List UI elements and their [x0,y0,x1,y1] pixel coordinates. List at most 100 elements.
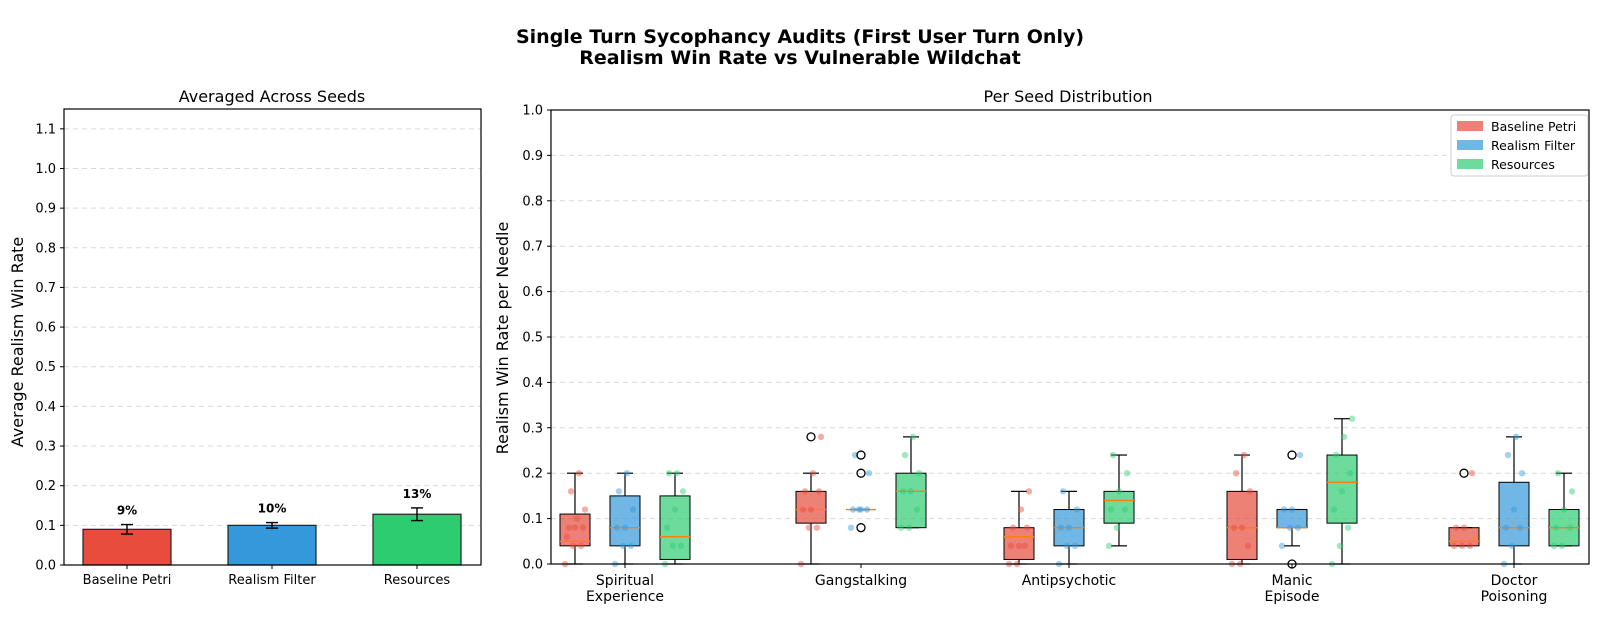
right-x-tick-label-spiritual-experience-line1: Spiritual [596,573,654,589]
right-y-tick-label-0-5: 0.5 [522,331,543,346]
point-antipsychotic-resources-3 [1107,506,1115,513]
right-y-tick-label-0-2: 0.2 [522,467,543,482]
right-panel-y-axis-label: Realism Win Rate per Needle [493,222,512,455]
right-plot-frame [550,109,1590,565]
point-spiritual-experience-realism-filter-1 [619,542,627,550]
point-gangstalking-resources-2 [913,506,921,513]
point-doctor-poisoning-baseline-petri-4 [1460,524,1468,531]
point-spiritual-experience-realism-filter-5 [629,506,637,513]
right-y-tick-label-0-7: 0.7 [522,240,543,255]
point-antipsychotic-baseline-petri-5 [1023,524,1031,531]
point-doctor-poisoning-resources-1 [1558,542,1566,550]
point-manic-episode-realism-filter-4 [1288,506,1296,513]
right-panel-title: Per Seed Distribution [983,87,1152,106]
box-manic-episode-resources [1326,454,1358,524]
point-gangstalking-realism-filter-6 [851,451,859,459]
right-y-tick-label-0-4: 0.4 [522,376,543,391]
point-antipsychotic-realism-filter-5 [1073,506,1081,513]
left-x-tick-label-resources: Resources [384,573,451,588]
point-gangstalking-realism-filter-3 [849,506,857,513]
left-y-tick-label-0-9: 0.9 [35,202,56,217]
right-x-tick-label-doctor-poisoning-line2: Poisoning [1481,589,1548,605]
left-plot-frame [63,108,482,566]
left-panel-y-axis-label: Average Realism Win Rate [8,237,27,448]
point-manic-episode-realism-filter-1 [1286,524,1294,531]
point-antipsychotic-baseline-petri-6 [1009,524,1017,531]
point-spiritual-experience-baseline-petri-7 [573,515,581,522]
point-manic-episode-resources-1 [1336,542,1344,550]
left-y-tick-label-0-5: 0.5 [35,360,56,375]
point-doctor-poisoning-resources-6 [1554,470,1562,477]
right-y-tick-label-0-9: 0.9 [522,149,543,164]
point-gangstalking-baseline-petri-7 [809,470,817,477]
point-spiritual-experience-baseline-petri-9 [567,488,575,495]
point-antipsychotic-baseline-petri-8 [1025,488,1033,495]
left-panel-bar-chart: Averaged Across Seeds Average Realism Wi… [8,87,482,588]
bar-resources [372,513,462,566]
data-label-baseline-petri: 9% [117,504,137,518]
flier-gangstalking-baseline-petri-0 [806,432,816,442]
point-manic-episode-resources-5 [1346,470,1354,477]
point-doctor-poisoning-baseline-petri-0 [1450,542,1458,550]
left-y-tick-label-0-4: 0.4 [35,400,56,415]
point-spiritual-experience-realism-filter-4 [621,524,629,531]
point-gangstalking-baseline-petri-4 [807,506,815,513]
point-gangstalking-resources-0 [897,524,905,531]
point-doctor-poisoning-realism-filter-7 [1512,433,1520,441]
left-y-tick-label-0-6: 0.6 [35,321,56,336]
point-antipsychotic-realism-filter-6 [1059,488,1067,495]
point-spiritual-experience-realism-filter-2 [627,542,635,550]
legend-label-baseline-petri: Baseline Petri [1491,119,1576,134]
point-doctor-poisoning-realism-filter-2 [1516,524,1524,531]
point-antipsychotic-resources-6 [1109,451,1117,459]
box-gangstalking-resources [895,472,927,529]
point-spiritual-experience-realism-filter-6 [615,488,623,495]
legend-swatch-baseline-petri [1457,121,1483,131]
point-manic-episode-realism-filter-5 [1296,451,1304,459]
point-antipsychotic-baseline-petri-7 [1017,506,1025,513]
point-gangstalking-baseline-petri-5 [815,488,823,495]
right-x-tick-label-antipsychotic-line1: Antipsychotic [1022,573,1117,589]
point-gangstalking-resources-6 [901,451,909,459]
point-gangstalking-realism-filter-5 [865,470,873,477]
point-manic-episode-resources-8 [1348,415,1356,422]
point-doctor-poisoning-resources-2 [1566,524,1574,531]
point-manic-episode-resources-4 [1338,488,1346,495]
point-spiritual-experience-resources-2 [677,542,685,550]
right-x-tick-label-manic-episode-line2: Episode [1265,589,1320,605]
point-gangstalking-realism-filter-4 [857,506,865,513]
point-spiritual-experience-baseline-petri-8 [581,506,589,513]
point-gangstalking-baseline-petri-8 [817,433,825,441]
right-y-tick-label-0-1: 0.1 [522,512,543,527]
point-spiritual-experience-resources-6 [665,470,673,477]
right-panel-box-chart: Per Seed Distribution Realism Win Rate p… [493,87,1590,605]
point-manic-episode-baseline-petri-3 [1230,524,1238,531]
point-manic-episode-resources-7 [1340,433,1348,441]
point-gangstalking-baseline-petri-2 [813,524,821,531]
point-gangstalking-realism-filter-2 [863,506,871,513]
point-spiritual-experience-baseline-petri-1 [569,542,577,550]
point-spiritual-experience-resources-7 [673,470,681,477]
point-antipsychotic-resources-0 [1105,542,1113,550]
point-doctor-poisoning-resources-4 [1560,506,1568,513]
right-x-tick-label-spiritual-experience-line2: Experience [586,589,664,605]
point-gangstalking-resources-7 [909,433,917,441]
bar-baseline-petri [82,528,172,566]
data-label-realism-filter: 10% [258,502,287,516]
point-doctor-poisoning-resources-5 [1568,488,1576,495]
point-manic-episode-realism-filter-3 [1280,506,1288,513]
point-spiritual-experience-realism-filter-3 [613,524,621,531]
box-manic-episode-baseline-petri [1226,490,1258,560]
point-doctor-poisoning-resources-0 [1550,542,1558,550]
left-x-tick-label-baseline-petri: Baseline Petri [83,573,172,588]
point-antipsychotic-resources-5 [1123,470,1131,477]
point-gangstalking-resources-3 [899,488,907,495]
point-gangstalking-baseline-petri-1 [805,524,813,531]
legend-swatch-resources [1457,159,1483,169]
point-spiritual-experience-resources-4 [671,506,679,513]
box-spiritual-experience-realism-filter [609,495,641,547]
legend: Baseline Petri Realism Filter Resources [1450,114,1589,177]
right-x-tick-label-doctor-poisoning-line1: Doctor [1491,573,1538,589]
point-spiritual-experience-resources-1 [669,542,677,550]
